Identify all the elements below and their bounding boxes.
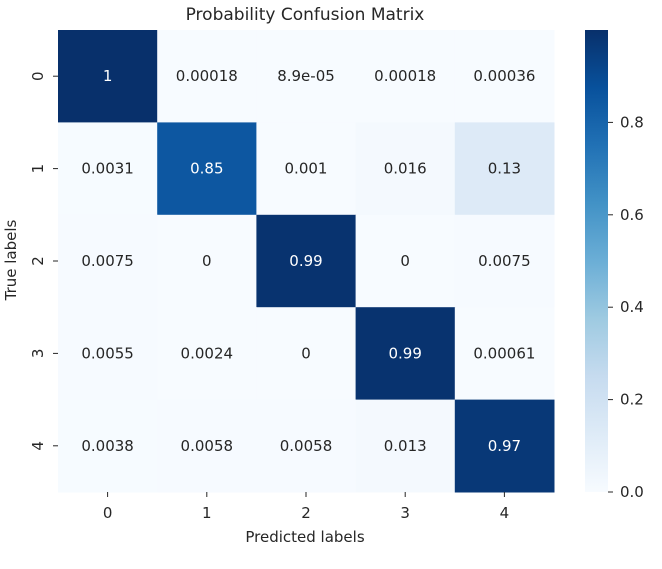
colorbar-tick-label: 0.8 <box>620 113 644 131</box>
cell-annotation: 0.00018 <box>176 67 238 85</box>
heatmap-cell <box>157 399 257 493</box>
heatmap-cell <box>256 122 357 216</box>
heatmap-cell <box>355 307 456 401</box>
heatmap-cell <box>355 30 456 123</box>
heatmap-annotations: 1 0.00018 8.9e-05 0.00018 0.00036 0.0031 0.85 0… <box>81 67 535 455</box>
x-axis-label: Predicted labels <box>245 528 364 546</box>
heatmap-cell <box>58 214 158 308</box>
y-tick-label: 1 <box>29 164 47 174</box>
cell-annotation: 8.9e-05 <box>277 67 335 85</box>
colorbar-tick-label: 0.0 <box>620 483 644 501</box>
heatmap-cell <box>355 214 456 308</box>
heatmap-cell <box>454 307 555 401</box>
heatmap-cell <box>256 307 357 401</box>
cell-annotation: 0.85 <box>190 160 223 178</box>
cell-annotation: 0.0031 <box>81 160 134 178</box>
heatmap-cell <box>157 30 257 123</box>
y-tick-label: 4 <box>29 441 47 451</box>
x-tick-label: 4 <box>500 504 510 522</box>
heatmap-cell <box>454 399 555 493</box>
heatmap-cell <box>454 122 555 216</box>
heatmap-cell <box>58 307 158 401</box>
cell-annotation: 0 <box>202 252 212 270</box>
heatmap-cell <box>58 122 158 216</box>
colorbar-tick-label: 0.4 <box>620 298 644 316</box>
cell-annotation: 0 <box>301 344 311 362</box>
cell-annotation: 0.0055 <box>81 344 134 362</box>
y-tick-label: 3 <box>29 349 47 359</box>
cell-annotation: 0 <box>400 252 410 270</box>
colorbar-tick-label: 0.2 <box>620 391 644 409</box>
cell-annotation: 0.99 <box>289 252 322 270</box>
y-axis-label: True labels <box>2 219 20 301</box>
x-tick-label: 2 <box>301 504 311 522</box>
cell-annotation: 0.016 <box>384 160 427 178</box>
x-tick-label: 1 <box>202 504 212 522</box>
heatmap-cell <box>157 214 257 308</box>
cell-annotation: 0.13 <box>488 160 521 178</box>
heatmap-cell <box>157 122 257 216</box>
heatmap-cell <box>454 214 555 308</box>
x-axis-ticks: 0 1 2 3 4 <box>103 492 509 522</box>
cell-annotation: 0.0058 <box>181 437 234 455</box>
heatmap-cell <box>58 30 158 123</box>
x-tick-label: 3 <box>400 504 410 522</box>
cell-annotation: 0.013 <box>384 437 427 455</box>
heatmap-cell <box>355 399 456 493</box>
heatmap-cell <box>58 399 158 493</box>
cell-annotation: 0.99 <box>388 344 421 362</box>
cell-annotation: 0.00018 <box>374 67 436 85</box>
heatmap-cell <box>355 122 456 216</box>
x-tick-label: 0 <box>103 504 113 522</box>
heatmap-cell <box>157 307 257 401</box>
heatmap-cell <box>256 399 357 493</box>
cell-annotation: 1 <box>103 67 113 85</box>
cell-annotation: 0.0038 <box>81 437 134 455</box>
cell-annotation: 0.0075 <box>81 252 134 270</box>
heatmap-cells <box>58 30 555 493</box>
heatmap-cell <box>256 214 357 308</box>
cell-annotation: 0.00061 <box>473 344 535 362</box>
heatmap-cell <box>256 30 357 123</box>
y-axis-ticks: 0 1 2 3 4 <box>29 71 58 451</box>
chart-title: Probability Confusion Matrix <box>186 5 425 25</box>
y-tick-label: 2 <box>29 256 47 266</box>
colorbar <box>585 30 608 492</box>
cell-annotation: 0.001 <box>285 160 328 178</box>
cell-annotation: 0.0058 <box>280 437 333 455</box>
colorbar-ticks: 0.0 0.2 0.4 0.6 0.8 <box>608 113 644 501</box>
cell-annotation: 0.0075 <box>478 252 531 270</box>
y-tick-label: 0 <box>29 71 47 81</box>
cell-annotation: 0.0024 <box>181 344 234 362</box>
heatmap-cell <box>454 30 555 123</box>
colorbar-tick-label: 0.6 <box>620 206 644 224</box>
cell-annotation: 0.97 <box>488 437 521 455</box>
cell-annotation: 0.00036 <box>473 67 535 85</box>
